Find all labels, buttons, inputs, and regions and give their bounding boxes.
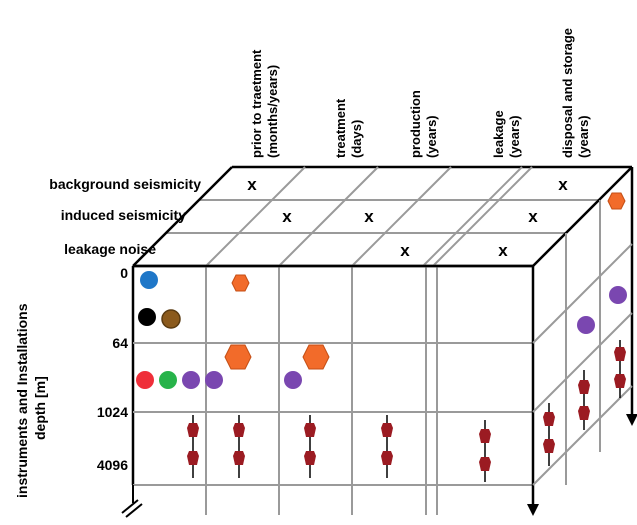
front-face xyxy=(131,264,539,516)
cross-mark: x xyxy=(400,241,410,260)
blue-instrument-icon xyxy=(140,271,158,289)
purple-instrument-icon xyxy=(205,371,223,389)
borehole-sensor-string xyxy=(543,403,555,466)
phase-label-leakage: leakage (years) xyxy=(491,110,522,158)
borehole-sensor-string xyxy=(233,415,245,478)
phase-label-line2: (years) xyxy=(576,115,591,158)
instrument-markers xyxy=(136,271,627,389)
cross-mark: x xyxy=(364,207,374,226)
purple-instrument-icon xyxy=(577,316,595,334)
axis-break-icon xyxy=(121,485,143,518)
purple-instrument-icon xyxy=(284,371,302,389)
axis-title-line1: instruments and Installations xyxy=(14,303,30,498)
side-face xyxy=(532,167,637,486)
phase-label-line2: (days) xyxy=(349,120,364,158)
borehole-sensor-string xyxy=(614,340,626,398)
phase-labels: prior to traetment (months/years) treatm… xyxy=(249,28,591,158)
borehole-sensor-string xyxy=(381,415,393,478)
top-face xyxy=(132,165,633,268)
phase-label-line1: treatment xyxy=(333,98,348,158)
orange-hexagon-icon xyxy=(231,274,250,292)
phase-label-disposal: disposal and storage (years) xyxy=(560,28,591,158)
phase-label-line2: (years) xyxy=(507,115,522,158)
hexagon-markers xyxy=(224,192,626,370)
black-instrument-icon xyxy=(138,308,156,326)
borehole-sensor-string xyxy=(479,420,491,482)
borehole-sensors xyxy=(187,340,626,482)
phase-label-line1: leakage xyxy=(491,110,506,158)
borehole-sensor-string xyxy=(187,415,199,478)
phase-label-line2: (years) xyxy=(424,115,439,158)
red-instrument-icon xyxy=(136,371,154,389)
depth-labels: 0 64 1024 4096 xyxy=(97,265,128,473)
phase-label-treatment: treatment (days) xyxy=(333,98,364,158)
orange-hexagon-icon xyxy=(302,344,330,370)
depth-label-64: 64 xyxy=(112,335,128,351)
depth-label-4096: 4096 xyxy=(97,457,128,473)
orange-hexagon-icon xyxy=(607,192,626,210)
purple-instrument-icon xyxy=(182,371,200,389)
phase-label-production: production (years) xyxy=(408,90,439,158)
phase-label-line1: prior to traetment xyxy=(249,49,264,158)
row-label-background-seismicity: background seismicity xyxy=(49,176,201,192)
cross-marks: x x x x x x x xyxy=(247,175,568,260)
phase-label-line2: (months/years) xyxy=(265,65,280,158)
row-label-induced-seismicity: induced seismicity xyxy=(61,207,186,223)
cross-mark: x xyxy=(498,241,508,260)
depth-label-1024: 1024 xyxy=(97,404,128,420)
green-instrument-icon xyxy=(159,371,177,389)
phase-label-prior: prior to traetment (months/years) xyxy=(249,49,280,158)
orange-hexagon-icon xyxy=(224,344,252,370)
row-label-leakage-noise: leakage noise xyxy=(64,241,156,257)
cross-mark: x xyxy=(558,175,568,194)
brown-instrument-icon xyxy=(161,309,181,329)
phase-label-line1: disposal and storage xyxy=(560,28,575,158)
row-labels: background seismicity induced seismicity… xyxy=(49,176,201,257)
purple-instrument-icon xyxy=(609,286,627,304)
cross-mark: x xyxy=(282,207,292,226)
cross-mark: x xyxy=(247,175,257,194)
borehole-sensor-string xyxy=(304,415,316,478)
cross-mark: x xyxy=(528,207,538,226)
borehole-sensor-string xyxy=(578,370,590,430)
depth-label-0: 0 xyxy=(120,265,128,281)
depth-axis-title: instruments and Installations depth [m] xyxy=(14,303,48,498)
axis-title-line2: depth [m] xyxy=(32,376,48,440)
phase-label-line1: production xyxy=(408,90,423,158)
